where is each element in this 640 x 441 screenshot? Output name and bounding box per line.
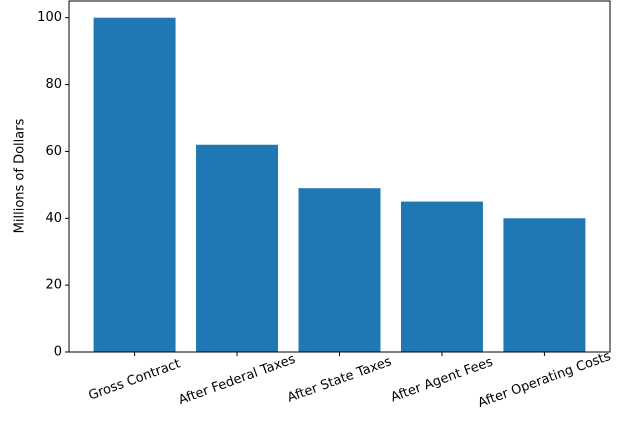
bar xyxy=(93,17,176,352)
bar xyxy=(196,144,279,352)
y-tick-label: 80 xyxy=(45,77,62,92)
bar xyxy=(400,201,483,352)
y-axis-label: Millions of Dollars xyxy=(13,118,28,233)
x-tick-label: After State Taxes xyxy=(285,354,393,406)
bar xyxy=(298,188,381,352)
x-tick-label: Gross Contract xyxy=(87,356,183,403)
x-tick-label: After Operating Costs xyxy=(476,349,613,411)
y-tick-label: 40 xyxy=(45,211,62,226)
x-tick-label: After Federal Taxes xyxy=(177,352,298,408)
y-tick-label: 100 xyxy=(37,10,62,25)
y-tick-label: 60 xyxy=(45,144,62,159)
y-tick-label: 0 xyxy=(54,345,62,360)
plot-frame xyxy=(68,0,611,353)
bar xyxy=(503,218,586,352)
y-tick-label: 20 xyxy=(45,278,62,293)
